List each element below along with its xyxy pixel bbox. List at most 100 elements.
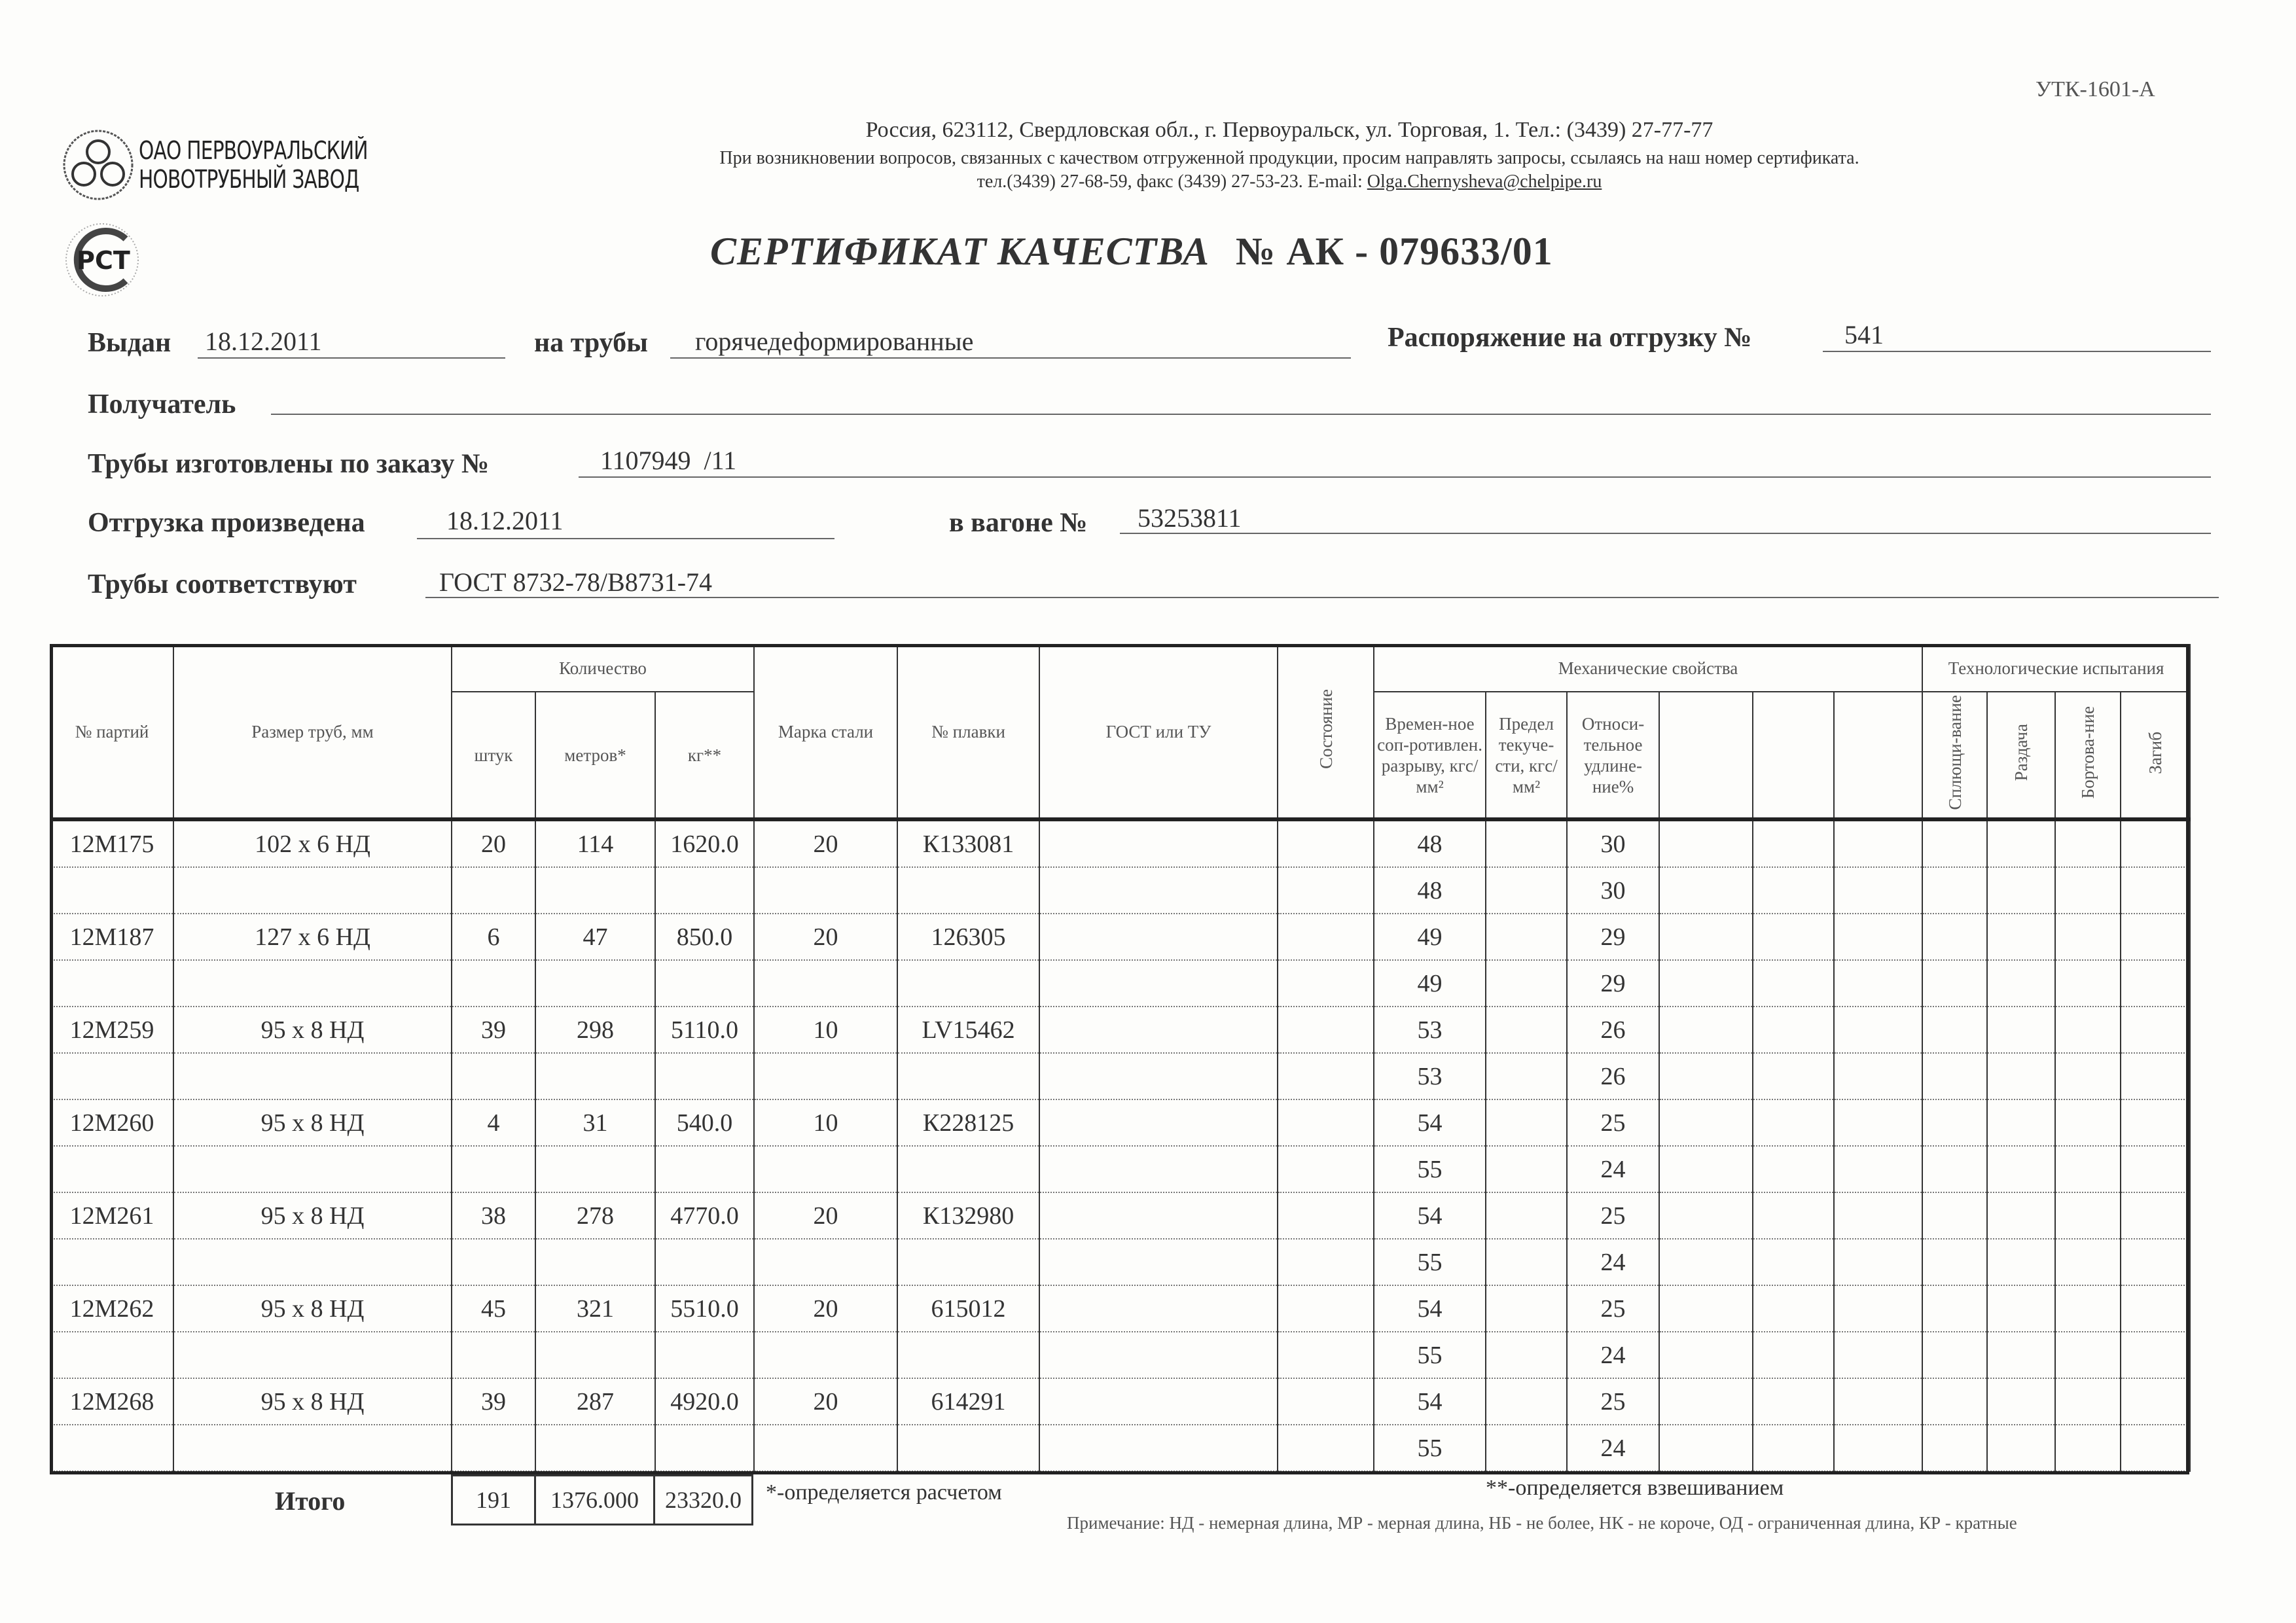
- cell-mech-empty: [1833, 819, 1924, 868]
- shipped-value: 18.12.2011: [446, 506, 564, 535]
- cell-flange: [2054, 1099, 2122, 1147]
- company-logo: ОАО ПЕРВОУРАЛЬСКИЙ НОВОТРУБНЫЙ ЗАВОД: [62, 128, 432, 202]
- cell-heat: К228125: [897, 1099, 1041, 1147]
- cell-mech-empty: [1752, 819, 1835, 868]
- total-pcs: 191: [451, 1474, 536, 1525]
- certificate-number: № АК - 079633/01: [1236, 230, 1553, 273]
- header-flatten: Сплющи-вание: [1922, 691, 1988, 820]
- cell-yield: [1485, 866, 1568, 914]
- cell-steel: [753, 959, 899, 1007]
- table-row: 12M262 95 х 8 НД 45 321 5510.0 20 615012 54 25: [50, 1285, 2191, 1332]
- cell-bend: [2120, 1006, 2191, 1054]
- header-flatten-text: Сплющи-вание: [1945, 695, 1965, 810]
- cell-mech-empty: [1752, 866, 1835, 914]
- wagon-value: 53253811: [1138, 503, 1242, 533]
- cell-gost: [1039, 1192, 1279, 1240]
- totals-row: 191 1376.000 23320.0: [451, 1474, 753, 1525]
- cell-state: [1277, 1378, 1375, 1425]
- cell-yield: [1485, 959, 1568, 1007]
- table-row: 12M187 127 х 6 НД 6 47 850.0 20 126305 49 29: [50, 913, 2191, 961]
- cell-flange: [2054, 1192, 2122, 1240]
- email-link[interactable]: Olga.Chernysheva@chelpipe.ru: [1367, 171, 1602, 192]
- cell-state: [1277, 866, 1375, 914]
- made-label: Трубы изготовлены по заказу №: [88, 449, 490, 479]
- cell-gost: [1039, 1238, 1279, 1286]
- cell-state: [1277, 1192, 1375, 1240]
- table-row: 12M261 95 х 8 НД 38 278 4770.0 20 К132980 54 25: [50, 1192, 2191, 1240]
- header-expand-text: Раздача: [2011, 724, 2032, 781]
- cell-tensile: 54: [1373, 1285, 1487, 1332]
- cell-yield: [1485, 1052, 1568, 1100]
- cell-mech-empty: [1752, 1331, 1835, 1379]
- wagon-underline: [1120, 533, 2211, 534]
- cell-batch: [50, 1145, 174, 1193]
- cell-state: [1277, 1006, 1375, 1054]
- header-mech-empty: [1752, 691, 1835, 820]
- cell-mech-empty: [1659, 1192, 1754, 1240]
- rst-mark-icon: РСТ: [65, 223, 139, 296]
- table-row: 55 24: [50, 1424, 2191, 1472]
- cell-batch: 12M268: [50, 1378, 174, 1425]
- cell-mech-empty: [1752, 959, 1835, 1007]
- cell-meters: 321: [535, 1285, 656, 1332]
- table-row: 55 24: [50, 1331, 2191, 1379]
- cell-bend: [2120, 1192, 2191, 1240]
- cell-yield: [1485, 1378, 1568, 1425]
- cell-mech-empty: [1659, 819, 1754, 868]
- cell-kg: 5110.0: [654, 1006, 755, 1054]
- cell-heat: [897, 1424, 1041, 1472]
- cell-mech-empty: [1659, 1378, 1754, 1425]
- order-value: 541: [1844, 320, 1884, 349]
- cell-tensile: 54: [1373, 1192, 1487, 1240]
- issued-underline: [198, 357, 505, 359]
- cell-state: [1277, 1238, 1375, 1286]
- cell-batch: [50, 1238, 174, 1286]
- cell-batch: [50, 866, 174, 914]
- cell-state: [1277, 1099, 1375, 1147]
- cell-pcs: 38: [451, 1192, 536, 1240]
- cell-tensile: 48: [1373, 866, 1487, 914]
- header-gost: ГОСТ или ТУ: [1039, 644, 1279, 820]
- cell-expand: [1986, 959, 2056, 1007]
- cell-flatten: [1922, 1192, 1988, 1240]
- header-mech-empty: [1659, 691, 1754, 820]
- footnote-calc: *-определяется расчетом: [766, 1480, 1002, 1505]
- cell-tensile: 55: [1373, 1145, 1487, 1193]
- cell-flange: [2054, 1285, 2122, 1332]
- cell-bend: [2120, 1285, 2191, 1332]
- conform-label: Трубы соответствуют: [88, 569, 357, 599]
- cell-elong: 25: [1566, 1285, 1660, 1332]
- cell-state: [1277, 1052, 1375, 1100]
- cell-expand: [1986, 819, 2056, 868]
- cell-pcs: 20: [451, 819, 536, 868]
- cell-yield: [1485, 1424, 1568, 1472]
- cell-bend: [2120, 1145, 2191, 1193]
- cell-pcs: [451, 1052, 536, 1100]
- company-name-line2: НОВОТРУБНЫЙ ЗАВОД: [139, 165, 359, 194]
- header-quantity: Количество: [450, 644, 755, 692]
- cell-kg: 4920.0: [654, 1378, 755, 1425]
- cell-yield: [1485, 913, 1568, 961]
- cell-flange: [2054, 959, 2122, 1007]
- cell-state: [1277, 1145, 1375, 1193]
- cell-flange: [2054, 1006, 2122, 1054]
- issued-label: Выдан: [88, 328, 171, 358]
- order-label: Распоряжение на отгрузку №: [1388, 323, 1752, 353]
- cell-heat: [897, 959, 1041, 1007]
- cell-mech-empty: [1752, 1006, 1835, 1054]
- rst-certification-mark: РСТ: [62, 219, 147, 304]
- cell-batch: 12M261: [50, 1192, 174, 1240]
- cell-pcs: 6: [451, 913, 536, 961]
- cell-mech-empty: [1833, 1052, 1924, 1100]
- footnote-weigh: **-определяется взвешиванием: [1486, 1476, 1784, 1500]
- cell-pcs: 45: [451, 1285, 536, 1332]
- header-batch: № партий: [50, 644, 174, 820]
- cell-mech-empty: [1833, 1378, 1924, 1425]
- cell-gost: [1039, 866, 1279, 914]
- cell-meters: [535, 1331, 656, 1379]
- cell-yield: [1485, 1192, 1568, 1240]
- cell-batch: [50, 1052, 174, 1100]
- cell-meters: 298: [535, 1006, 656, 1054]
- cell-size: 95 х 8 НД: [173, 1285, 452, 1332]
- cell-flange: [2054, 1238, 2122, 1286]
